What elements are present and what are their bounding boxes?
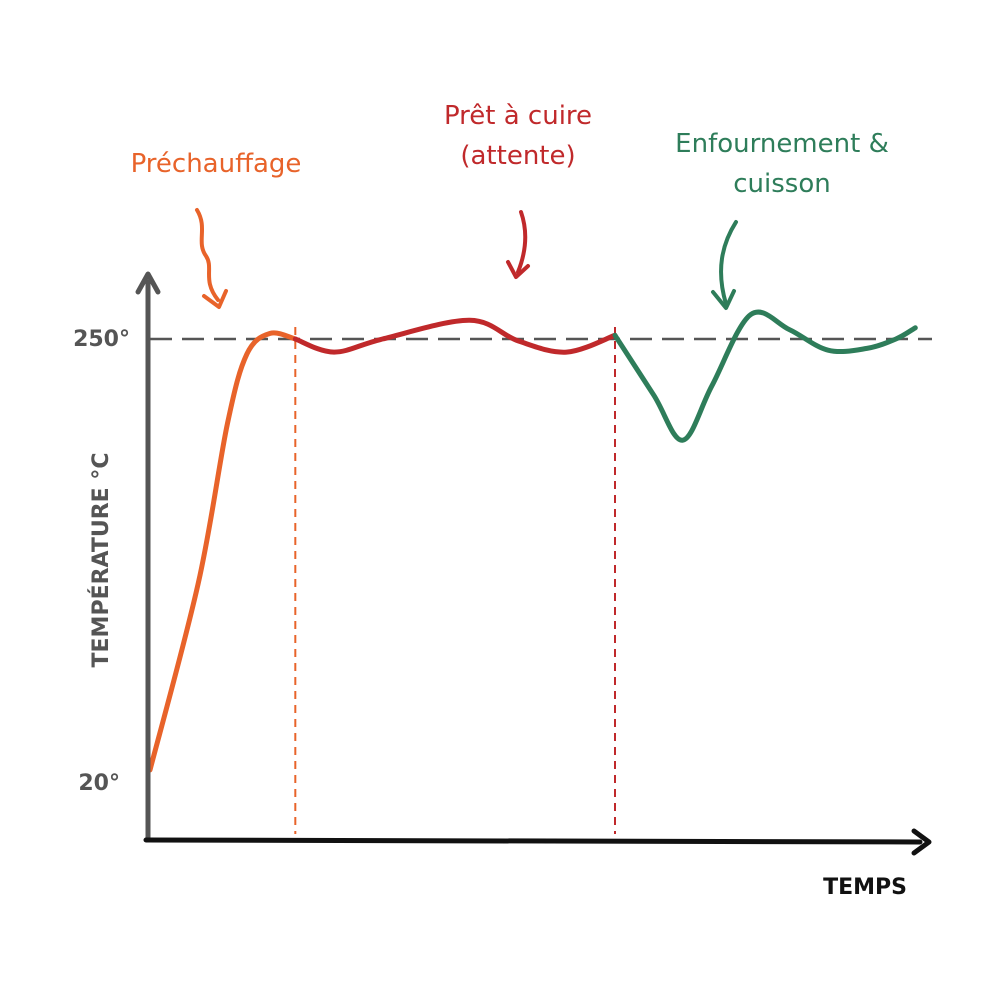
series-line-3 bbox=[612, 309, 918, 443]
phase-label-prechauffage: Préchauffage bbox=[131, 149, 302, 179]
phase-label-cuisson-line-1: Enfournement & bbox=[675, 129, 889, 159]
y-axis-title: TEMPÉRATURE °C bbox=[88, 453, 114, 668]
pointer-arrow-3 bbox=[719, 220, 738, 306]
pointer-arrow-2 bbox=[516, 210, 528, 274]
y-tick-label-250: 250° bbox=[73, 327, 130, 352]
x-axis bbox=[143, 837, 923, 845]
x-axis-title: TEMPS bbox=[823, 875, 907, 900]
phase-label-cuisson-line-2: cuisson bbox=[733, 169, 830, 199]
phase-label-pret-line-1: Prêt à cuire bbox=[444, 101, 592, 131]
pointer-arrowhead-1 bbox=[202, 289, 228, 309]
x-axis-arrow bbox=[911, 828, 932, 856]
y-tick-label-20: 20° bbox=[78, 771, 120, 796]
pointer-arrow-1 bbox=[195, 208, 220, 302]
pointer-arrowhead-3 bbox=[711, 289, 736, 310]
y-axis-arrow bbox=[135, 271, 161, 295]
phase-label-pret-line-2: (attente) bbox=[460, 141, 575, 171]
pointer-arrowhead-2 bbox=[506, 260, 530, 279]
series-line-2 bbox=[292, 317, 618, 355]
series-line-1 bbox=[147, 330, 298, 773]
